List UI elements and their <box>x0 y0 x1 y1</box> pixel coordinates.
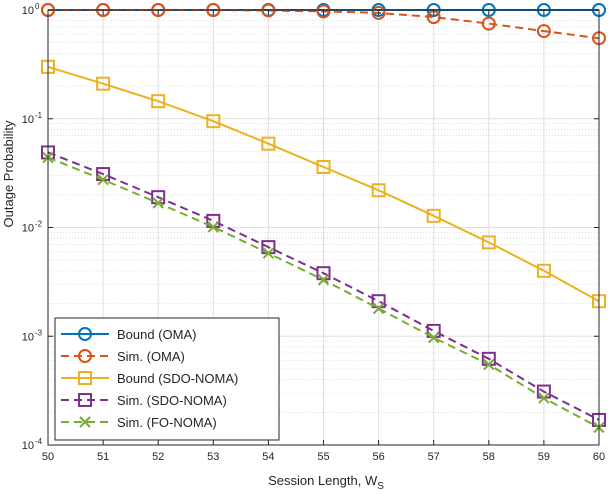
data-point <box>207 221 220 233</box>
axes <box>47 9 600 446</box>
legend-label: Sim. (FO-NOMA) <box>117 415 217 430</box>
y-tick-exponent: -1 <box>35 111 43 120</box>
data-point <box>481 16 496 31</box>
legend-label: Sim. (SDO-NOMA) <box>117 393 227 408</box>
data-point <box>371 5 386 20</box>
x-tick-label: 51 <box>97 451 109 463</box>
x-tick-label: 54 <box>262 451 274 463</box>
series-5 <box>42 151 605 434</box>
x-tick-label: 52 <box>152 451 164 463</box>
y-tick-label: 10 <box>22 440 34 452</box>
data-point <box>372 302 385 315</box>
data-point <box>261 136 276 151</box>
data-point <box>536 24 551 39</box>
data-point <box>316 160 331 175</box>
data-point <box>151 94 166 109</box>
x-tick-label: 57 <box>428 451 440 463</box>
data-point <box>152 197 164 209</box>
data-point <box>96 76 111 91</box>
legend: Bound (OMA) Sim. (OMA) Bound (SDO-NOMA) Sim… <box>54 317 280 441</box>
y-tick-exponent: -4 <box>35 437 43 446</box>
legend-entry: Bound (OMA) <box>61 327 196 342</box>
data-point <box>317 274 330 286</box>
data-point <box>483 358 495 371</box>
data-point <box>316 4 331 19</box>
legend-entry: Sim. (FO-NOMA) <box>61 415 217 430</box>
legend-marker <box>78 349 92 363</box>
data-point <box>206 114 221 129</box>
x-tick-label: 58 <box>483 451 495 463</box>
legend-entry: Bound (SDO-NOMA) <box>61 371 238 386</box>
y-tick-label: 10 <box>22 5 34 17</box>
legend-marker <box>79 416 91 428</box>
x-tick-label: 56 <box>372 451 384 463</box>
legend-entry: Sim. (SDO-NOMA) <box>61 393 227 408</box>
y-tick-label: 10 <box>22 223 34 235</box>
x-axis-label: Session Length, WS <box>268 473 384 492</box>
legend-marker <box>78 393 92 407</box>
data-point <box>371 183 386 198</box>
legend-marker <box>78 371 92 385</box>
y-tick-label: 10 <box>22 114 34 126</box>
y-tick-label: 10 <box>22 331 34 343</box>
legend-label: Bound (SDO-NOMA) <box>117 371 238 386</box>
y-tick-exponent: -3 <box>35 328 43 337</box>
legend-marker <box>78 327 92 341</box>
data-point <box>481 235 496 250</box>
x-tick-label: 59 <box>538 451 550 463</box>
series-line <box>47 65 600 303</box>
grid <box>48 10 599 445</box>
series-line <box>47 151 600 421</box>
x-axis-label-subscript: S <box>377 481 384 492</box>
data-point <box>262 247 275 259</box>
y-axis-label: Outage Probability <box>1 120 16 227</box>
x-tick-label: 50 <box>42 451 54 463</box>
x-tick-label: 53 <box>207 451 219 463</box>
legend-label: Sim. (OMA) <box>117 349 185 364</box>
y-tick-exponent: 0 <box>35 2 40 11</box>
y-tick-exponent: -2 <box>35 220 43 229</box>
legend-entry: Sim. (OMA) <box>61 349 185 364</box>
legend-label: Bound (OMA) <box>117 327 196 342</box>
x-tick-label: 55 <box>317 451 329 463</box>
data-point <box>536 263 551 278</box>
data-point <box>426 208 441 223</box>
data-point <box>538 392 550 404</box>
series-3 <box>41 59 606 309</box>
data-point <box>97 174 109 186</box>
x-tick-label: 60 <box>593 451 605 463</box>
data-point <box>427 331 440 344</box>
